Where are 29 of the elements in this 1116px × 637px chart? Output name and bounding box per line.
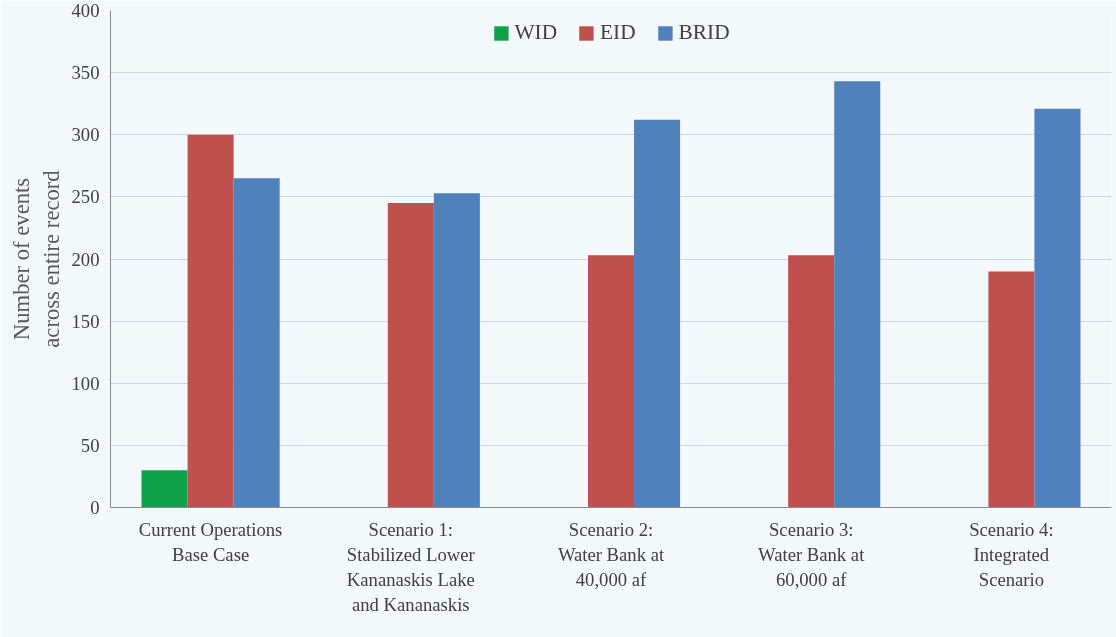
x-tick-label: Current Operations Base Case <box>138 518 283 565</box>
bar <box>141 470 188 508</box>
bar <box>387 203 434 508</box>
bar <box>187 134 234 508</box>
legend-label: EID <box>600 20 636 45</box>
bar <box>988 271 1035 508</box>
bar <box>233 178 280 508</box>
bar <box>788 255 835 508</box>
x-tick-label: Scenario 1: Stabilized Lower Kananaskis Lake and Kananaskis <box>346 518 476 616</box>
y-tick-label: 150 <box>71 310 100 332</box>
bar <box>834 81 881 508</box>
bar <box>587 255 635 508</box>
y-tick-label: 200 <box>71 248 100 270</box>
y-tick-label: 400 <box>71 0 100 21</box>
x-tick-label: Scenario 3: Water Bank at 60,000 af <box>758 518 866 590</box>
legend-label: WID <box>514 20 558 45</box>
bar <box>634 119 681 508</box>
y-tick-label: 350 <box>71 62 100 84</box>
legend-label: BRID <box>678 20 730 45</box>
bar <box>1034 108 1081 508</box>
y-tick-label: 250 <box>71 186 100 208</box>
y-axis-title: Number of events across entire record <box>8 169 64 348</box>
x-tick-label: Scenario 4: Integrated Scenario <box>969 518 1054 590</box>
y-tick-label: 0 <box>90 497 100 518</box>
bar <box>433 193 480 508</box>
y-tick-label: 300 <box>71 124 100 146</box>
x-tick-label: Scenario 2: Water Bank at 40,000 af <box>557 518 665 590</box>
y-tick-label: 100 <box>71 372 100 394</box>
y-tick-label: 50 <box>80 434 100 456</box>
